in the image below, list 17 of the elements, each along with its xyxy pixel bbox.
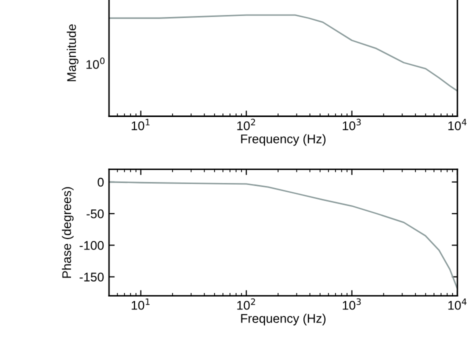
text: 10$^{0}$ <box>86 58 105 69</box>
y-axis-title: Magnitude <box>66 24 78 82</box>
x-axis-title: Frequency (Hz) <box>241 314 326 326</box>
x-tick-label: 10$^{1}$ <box>132 298 150 310</box>
x-tick-label: 10$^{1}$ <box>132 118 150 130</box>
x-axis-title: Frequency (Hz) <box>241 134 326 146</box>
x-tick-label: 10$^{2}$ <box>237 298 256 310</box>
y-tick-label: 0 <box>98 178 104 187</box>
x-tick-label: 10$^{4}$ <box>448 298 467 310</box>
x-tick-label: 10$^{4}$ <box>448 118 467 130</box>
y-axis-title: Phase (degrees) <box>62 187 74 278</box>
y-tick-label: -100 <box>80 241 104 250</box>
y-tick-label: -150 <box>80 272 104 282</box>
x-tick-label: 10$^{3}$ <box>342 118 361 130</box>
y-tick-label: -50 <box>86 209 104 218</box>
x-tick-label: 10$^{2}$ <box>237 118 256 130</box>
x-tick-label: 10$^{3}$ <box>342 298 361 310</box>
